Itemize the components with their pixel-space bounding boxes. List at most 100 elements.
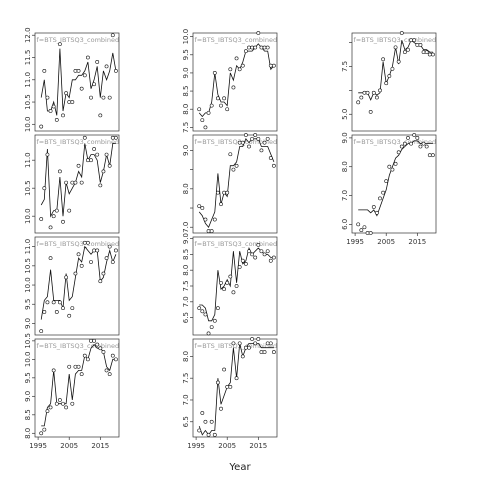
- data-point: [73, 271, 78, 276]
- y-tick-label: 9.0: [24, 391, 32, 402]
- data-point: [256, 337, 261, 341]
- data-point: [250, 252, 255, 257]
- data-point: [265, 136, 270, 141]
- y-tick-label: 9.0: [182, 233, 190, 244]
- data-point: [67, 313, 72, 318]
- x-tick-label: 2015: [408, 238, 426, 246]
- data-point: [243, 49, 248, 54]
- panels-group: f=BTS_IBTSQ3_combined 10.0 10.5 11.0 11.5 12.…: [24, 27, 437, 450]
- data-point: [101, 95, 106, 100]
- data-point: [92, 338, 97, 343]
- data-point: [387, 164, 392, 169]
- data-point: [265, 341, 270, 346]
- data-point: [92, 82, 97, 87]
- data-point: [262, 45, 267, 50]
- data-point: [387, 74, 392, 78]
- data-point: [61, 219, 65, 224]
- x-tick-label: 2015: [249, 442, 267, 450]
- series-line: [198, 138, 275, 228]
- data-point: [421, 50, 426, 55]
- data-point: [95, 248, 100, 253]
- data-point: [203, 419, 208, 424]
- data-point: [92, 147, 97, 151]
- y-tick-label: 6.5: [182, 312, 190, 323]
- data-point: [368, 231, 373, 235]
- data-point: [250, 45, 255, 50]
- data-point: [82, 240, 87, 245]
- data-point: [234, 163, 239, 168]
- data-point: [271, 163, 276, 168]
- data-point: [259, 350, 264, 354]
- data-point: [57, 300, 62, 305]
- data-point: [256, 243, 261, 247]
- y-tick-label: 11.5: [24, 50, 32, 66]
- panel-label: f=BTS_IBTSQ3_combined: [354, 36, 437, 44]
- data-point: [259, 249, 264, 254]
- data-point: [381, 190, 386, 195]
- data-point: [268, 63, 273, 68]
- data-point: [418, 43, 423, 47]
- data-point: [262, 140, 267, 145]
- panel-frame: [34, 236, 120, 336]
- y-tick-label: 8.5: [182, 249, 190, 260]
- y-tick-label: 8.0: [182, 183, 190, 194]
- data-point: [73, 180, 78, 185]
- data-point: [206, 432, 211, 437]
- data-point: [107, 244, 112, 249]
- data-point: [271, 63, 276, 68]
- data-point: [219, 280, 223, 285]
- data-point: [234, 376, 239, 381]
- x-tick-label: 1995: [346, 238, 364, 246]
- data-point: [39, 217, 44, 221]
- data-point: [396, 59, 401, 64]
- data-point: [265, 45, 270, 50]
- data-point: [54, 117, 59, 122]
- data-point: [390, 66, 395, 71]
- data-point: [110, 33, 115, 38]
- data-point: [237, 67, 242, 72]
- data-point: [243, 261, 248, 266]
- series-line: [358, 140, 433, 217]
- data-point: [82, 353, 87, 358]
- y-tick-label: 10.5: [24, 258, 32, 274]
- panel-label: f=BTS_IBTSQ3_combined: [195, 138, 278, 146]
- data-point: [85, 158, 90, 163]
- data-point: [197, 428, 202, 433]
- data-point: [256, 31, 261, 35]
- data-point: [51, 300, 56, 305]
- data-point: [101, 350, 106, 354]
- data-point: [45, 409, 50, 414]
- data-point: [76, 364, 81, 369]
- data-point: [225, 280, 230, 285]
- panel-r1c1: f=BTS_IBTSQ3_combined 10.0 10.5 11.0 11.5 12.…: [24, 27, 120, 132]
- y-tick-label: 7.0: [182, 222, 190, 233]
- data-point: [234, 284, 239, 288]
- data-point: [222, 367, 227, 372]
- data-point: [378, 88, 382, 93]
- data-point: [231, 341, 236, 346]
- series-line: [40, 245, 117, 320]
- y-tick-label: 11.0: [24, 72, 32, 88]
- data-point: [402, 141, 407, 146]
- data-point: [82, 135, 87, 140]
- data-point: [98, 183, 103, 188]
- y-tick-label: 9.0: [341, 132, 349, 143]
- data-point: [362, 90, 367, 95]
- data-point: [70, 180, 75, 185]
- data-point: [228, 152, 233, 157]
- data-point: [212, 71, 217, 75]
- data-point: [110, 353, 115, 358]
- data-point: [234, 56, 239, 61]
- data-point: [215, 190, 220, 195]
- panel-label: f=BTS_IBTSQ3_combined: [195, 240, 278, 248]
- data-point: [76, 252, 81, 257]
- y-tick-label: 11.0: [24, 152, 32, 168]
- data-point: [371, 90, 376, 95]
- data-point: [225, 385, 230, 389]
- y-tick-label: 9.0: [24, 318, 32, 329]
- data-point: [104, 368, 109, 373]
- data-point: [253, 45, 258, 50]
- panel-label: f=BTS_IBTSQ3_combined: [354, 138, 437, 146]
- panel-r4c1: f=BTS_IBTSQ3_combined 8.0 8.5 9.0 9.5 10.0 10.…: [24, 333, 120, 450]
- data-point: [256, 136, 261, 141]
